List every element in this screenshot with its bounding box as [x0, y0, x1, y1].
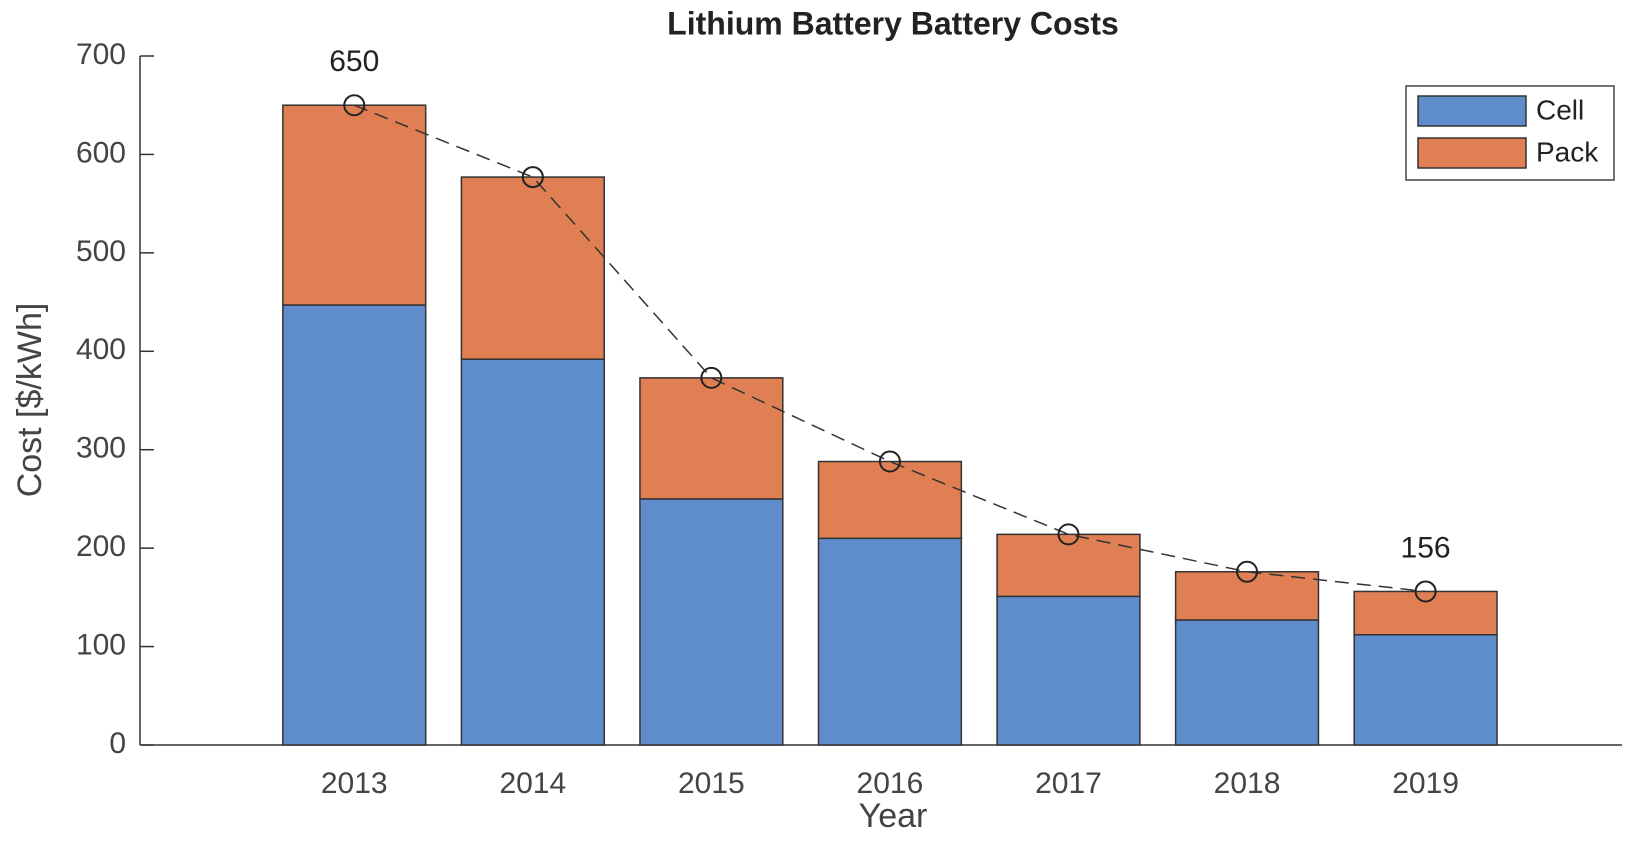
y-tick-label: 600 [76, 136, 126, 169]
x-tick-label: 2014 [499, 767, 566, 800]
total-marker [1236, 560, 1259, 583]
bar-segment [817, 537, 963, 746]
y-tick-label: 700 [76, 38, 126, 71]
chart-title: Lithium Battery Battery Costs [667, 5, 1119, 41]
x-tick-label: 2016 [857, 767, 924, 800]
y-axis-label: Cost [$/kWh] [11, 303, 49, 498]
x-axis-label: Year [859, 797, 928, 835]
total-label: 156 [1401, 531, 1451, 564]
total-marker [343, 94, 366, 117]
y-tick-label: 300 [76, 432, 126, 465]
legend-swatch [1417, 95, 1527, 127]
x-tick-label: 2015 [678, 767, 745, 800]
total-marker [1057, 523, 1080, 546]
y-tick-label: 500 [76, 235, 126, 268]
bar-segment [1174, 571, 1320, 621]
x-tick-label: 2018 [1214, 767, 1281, 800]
y-tick-label: 100 [76, 628, 126, 661]
y-tick-label: 200 [76, 530, 126, 563]
x-tick-label: 2019 [1392, 767, 1459, 800]
bar-segment [460, 176, 605, 360]
y-tick-label: 400 [76, 333, 126, 366]
x-tick-label: 2013 [321, 767, 388, 800]
x-tick-label: 2017 [1035, 767, 1102, 800]
total-marker [700, 366, 723, 389]
total-marker [521, 166, 544, 189]
total-marker [878, 450, 901, 473]
legend-swatch [1417, 137, 1527, 169]
total-marker [1414, 580, 1437, 603]
y-tick-label: 0 [109, 727, 126, 760]
bar-segment [639, 377, 784, 500]
legend-label: Cell [1536, 94, 1584, 125]
total-label: 650 [329, 45, 379, 78]
bar-segment [460, 358, 605, 746]
bar-segment [817, 460, 963, 540]
bar-segment [639, 498, 784, 746]
bar-segment [1353, 634, 1498, 746]
bar-segment [282, 304, 427, 746]
bar-segment [282, 104, 427, 306]
bar-segment [1353, 590, 1498, 636]
legend-label: Pack [1536, 136, 1599, 167]
bar-segment [996, 595, 1141, 746]
bar-segment [1174, 619, 1320, 746]
